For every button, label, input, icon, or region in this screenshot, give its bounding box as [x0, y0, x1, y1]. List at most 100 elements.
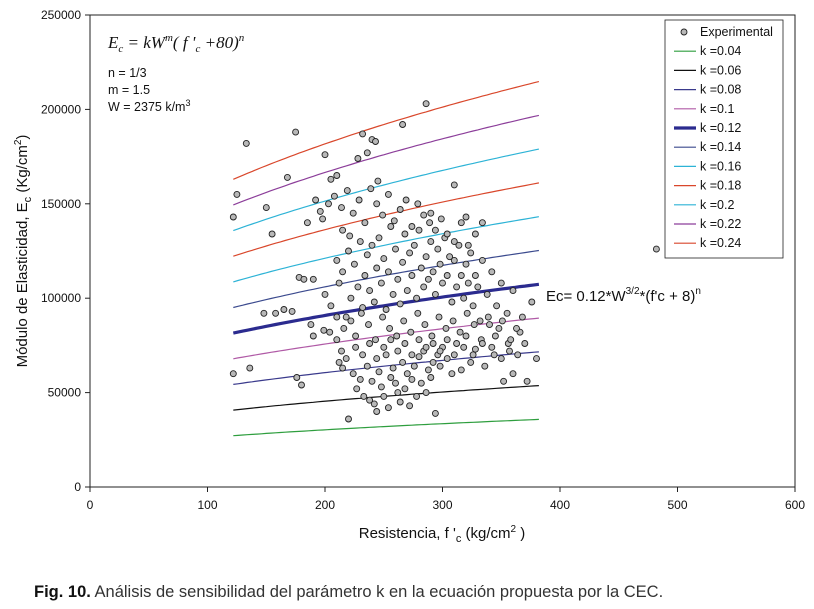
experimental-point — [483, 290, 491, 298]
experimental-point — [424, 275, 432, 283]
experimental-point — [450, 181, 458, 189]
experimental-point — [361, 272, 369, 279]
experimental-point — [399, 121, 407, 128]
experimental-point — [422, 100, 430, 108]
experimental-point — [428, 332, 436, 340]
experimental-point — [457, 366, 465, 374]
experimental-point — [533, 355, 540, 363]
experimental-point — [474, 283, 482, 291]
param-m: m = 1.5 — [108, 83, 150, 97]
experimental-point — [457, 219, 465, 227]
x-tick-label: 200 — [315, 498, 335, 512]
experimental-point — [359, 351, 367, 359]
experimental-point — [309, 275, 317, 283]
experimental-point — [389, 364, 397, 372]
experimental-point — [426, 219, 434, 227]
curve-k-0.14 — [233, 249, 539, 309]
experimental-point — [379, 313, 387, 321]
experimental-point — [396, 398, 404, 406]
experimental-point — [446, 253, 454, 261]
experimental-point — [518, 313, 526, 321]
experimental-point — [439, 279, 446, 287]
legend-label: k =0.18 — [700, 179, 741, 193]
x-tick-label: 100 — [197, 498, 217, 512]
experimental-point — [321, 290, 329, 298]
experimental-point — [450, 256, 458, 264]
experimental-point — [335, 279, 343, 287]
experimental-point — [498, 317, 506, 325]
experimental-point — [453, 283, 461, 291]
experimental-point — [319, 215, 327, 223]
experimental-point — [377, 279, 385, 287]
experimental-point — [429, 268, 437, 276]
experimental-point — [399, 258, 407, 266]
experimental-point — [363, 149, 371, 157]
experimental-point — [463, 309, 471, 317]
experimental-point — [354, 283, 362, 291]
experimental-point — [373, 200, 381, 208]
experimental-point — [407, 328, 415, 336]
experimental-point — [339, 364, 347, 372]
experimental-point — [283, 173, 291, 181]
experimental-point — [354, 155, 362, 162]
experimental-point — [509, 370, 517, 378]
curve-k-0.2 — [233, 148, 540, 232]
legend-label-experimental: Experimental — [700, 25, 773, 39]
experimental-point — [652, 245, 660, 253]
experimental-point — [288, 307, 296, 315]
experimental-point — [450, 351, 458, 359]
x-tick-label: 600 — [785, 498, 805, 512]
experimental-point — [488, 268, 496, 276]
experimental-point — [380, 343, 388, 351]
experimental-point — [343, 187, 351, 195]
experimental-point — [414, 200, 422, 208]
param-n: n = 1/3 — [108, 66, 147, 80]
legend-label: k =0.12 — [700, 121, 741, 135]
experimental-point — [367, 185, 375, 193]
experimental-point — [389, 290, 397, 298]
caption-label: Fig. 10. — [34, 583, 91, 601]
experimental-point — [316, 207, 324, 215]
experimental-point — [462, 213, 470, 221]
experimental-point — [303, 219, 311, 227]
experimental-point — [246, 364, 254, 372]
experimental-point — [345, 415, 352, 423]
experimental-point — [453, 340, 461, 347]
experimental-point — [307, 321, 315, 329]
experimental-point — [471, 345, 479, 353]
experimental-point — [464, 279, 472, 287]
experimental-points — [229, 100, 660, 423]
experimental-point — [523, 377, 531, 385]
y-tick-label: 100000 — [41, 291, 81, 305]
experimental-point — [379, 211, 387, 219]
experimental-point — [352, 332, 360, 340]
experimental-point — [462, 260, 470, 268]
experimental-point — [410, 241, 418, 249]
experimental-point — [370, 400, 378, 408]
experimental-point — [442, 324, 450, 332]
experimental-point — [333, 256, 341, 264]
legend-label: k =0.14 — [700, 140, 741, 154]
experimental-point — [443, 230, 451, 238]
experimental-point — [403, 370, 411, 378]
experimental-point — [415, 226, 423, 234]
x-axis-title: Resistencia, f 'c (kg/cm2 ) — [359, 524, 525, 545]
caption-text: Análisis de sensibilidad del parámetro k… — [90, 583, 664, 601]
experimental-point — [400, 317, 408, 325]
experimental-point — [333, 313, 341, 321]
experimental-point — [464, 241, 472, 249]
y-tick-label: 50000 — [48, 386, 82, 400]
experimental-point — [401, 385, 409, 393]
legend-label: k =0.22 — [700, 217, 741, 231]
experimental-point — [506, 347, 513, 355]
experimental-point — [450, 238, 458, 246]
experimental-point — [339, 268, 347, 276]
legend-label: k =0.1 — [700, 102, 734, 116]
experimental-point — [393, 332, 401, 340]
y-tick-label: 250000 — [41, 8, 81, 22]
experimental-point — [312, 196, 320, 204]
experimental-point — [471, 230, 479, 238]
legend-label: k =0.2 — [700, 198, 734, 212]
experimental-point — [478, 340, 486, 347]
experimental-point — [413, 294, 421, 302]
